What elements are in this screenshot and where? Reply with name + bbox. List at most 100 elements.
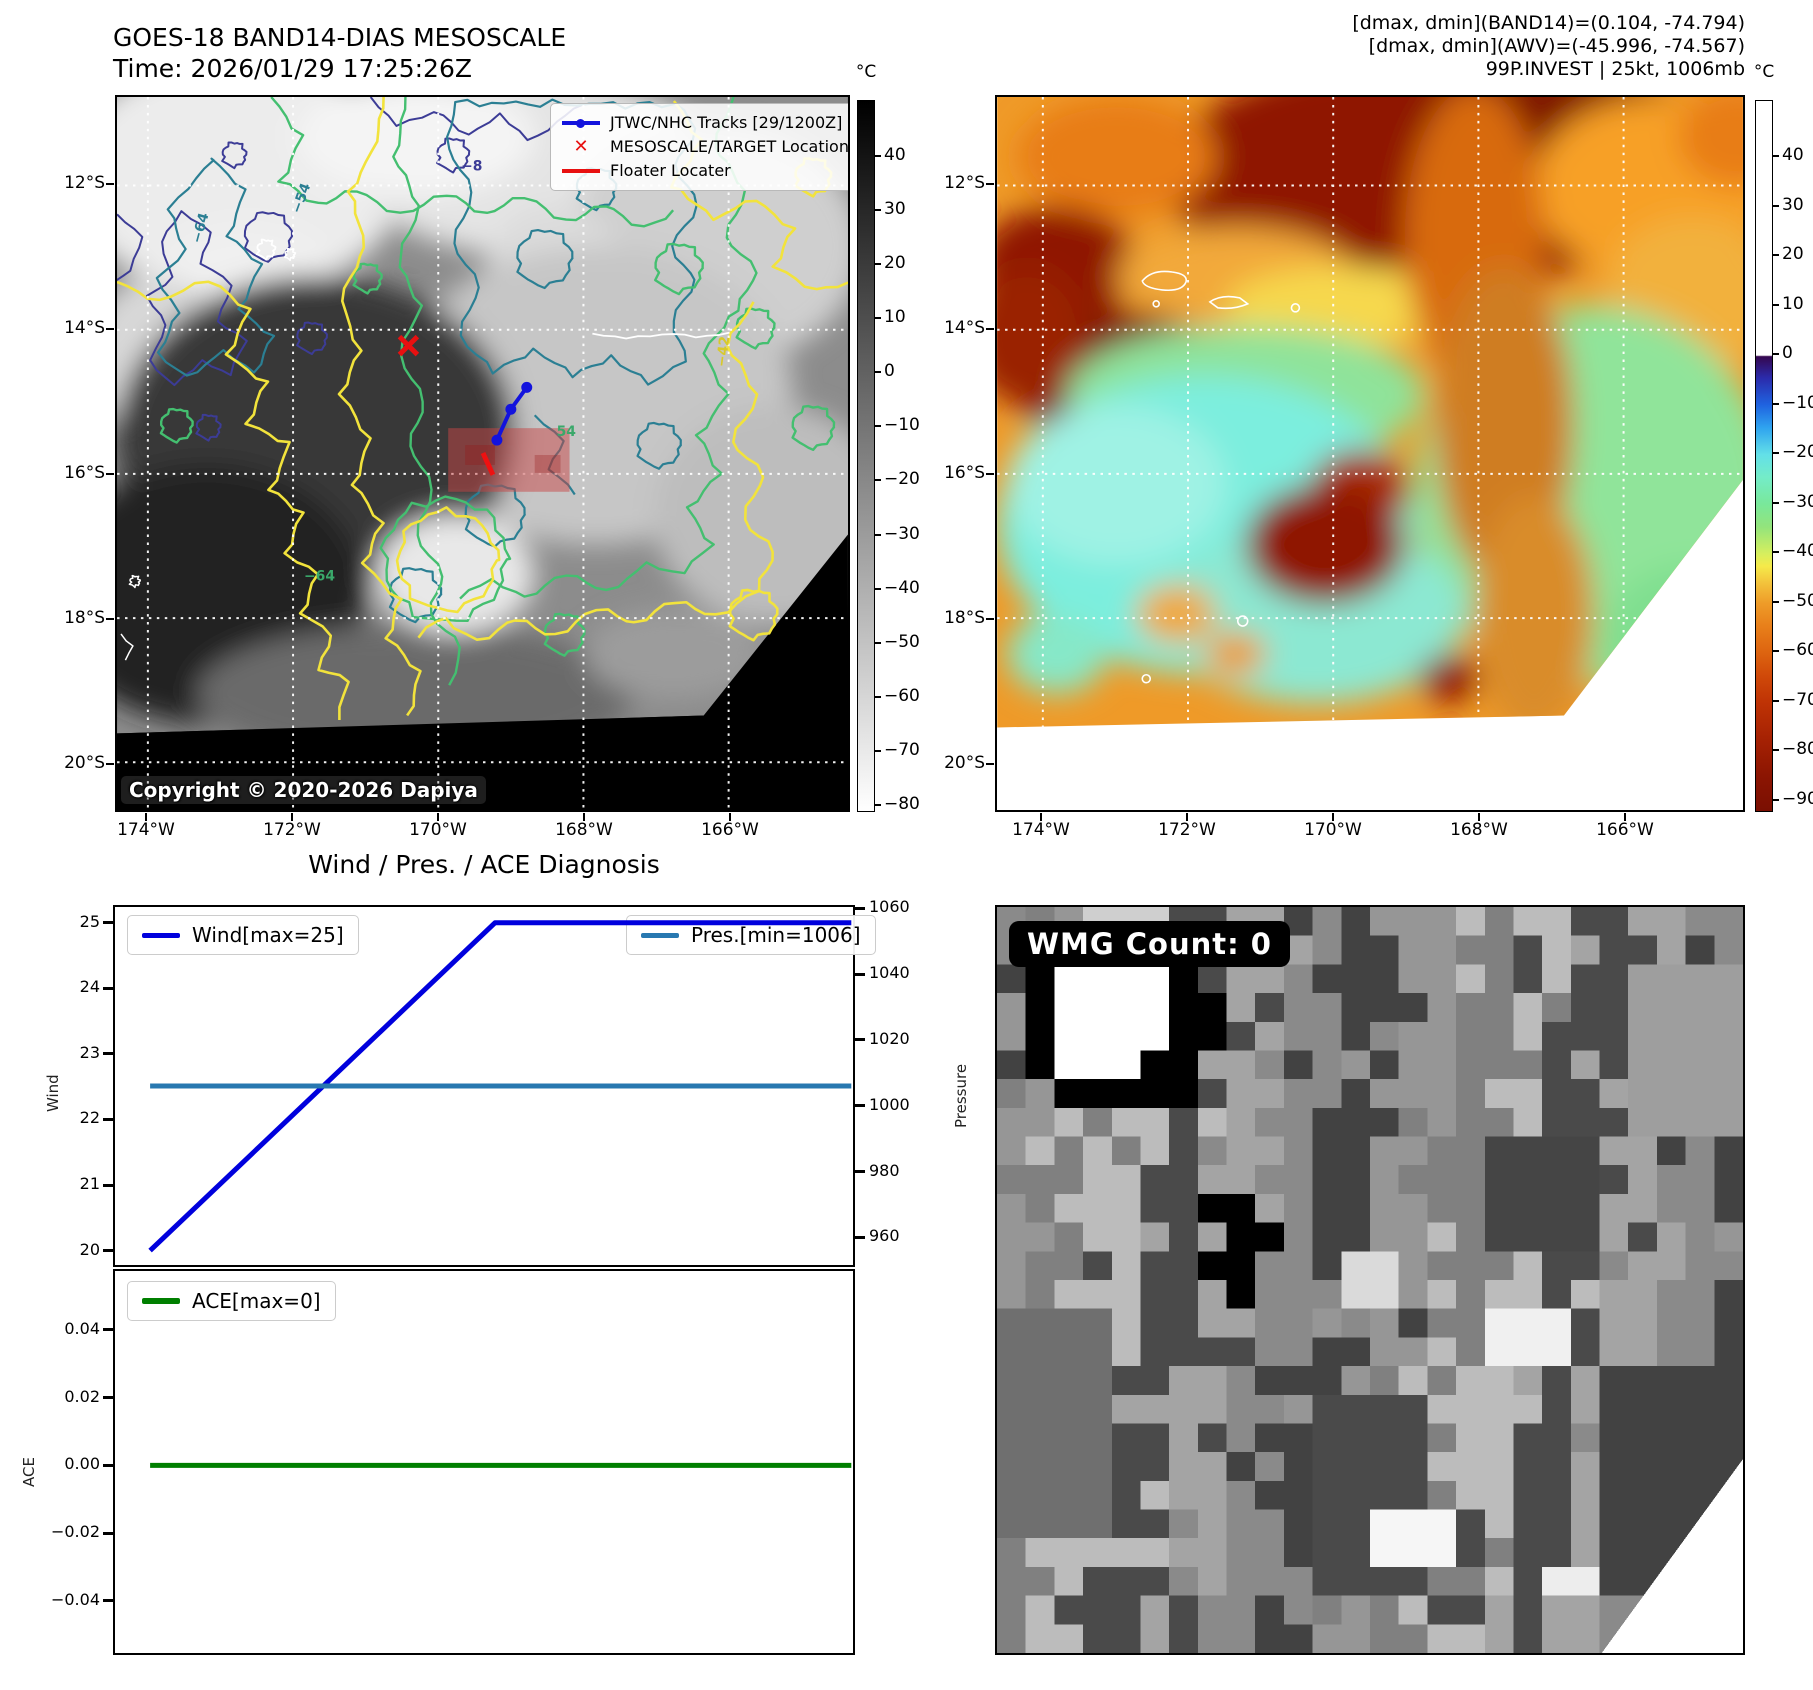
tick-mark: [875, 587, 881, 590]
colorbar-tick-label: −20: [1782, 442, 1813, 463]
tick-mark: [855, 1038, 865, 1042]
legend-tracks-label: JTWC/NHC Tracks [29/1200Z]: [610, 113, 843, 132]
tick-mark: [437, 813, 439, 821]
y-tick-label: 960: [869, 1226, 900, 1246]
tick-mark: [1773, 699, 1779, 702]
wmg-count-badge: WMG Count: 0: [1009, 921, 1290, 967]
y-tick-label: 12°S: [64, 173, 105, 193]
tick-mark: [855, 906, 865, 910]
colorbar-tick-label: −60: [884, 685, 920, 706]
colorbar-tick-label: −60: [1782, 640, 1813, 661]
y-tick-label: 16°S: [944, 463, 985, 483]
y-tick-label: 14°S: [944, 318, 985, 338]
target-x-icon: ✕: [573, 136, 589, 157]
tick-mark: [875, 155, 881, 157]
tick-mark: [1773, 402, 1779, 405]
wind-pressure-plot-lines: [148, 920, 852, 1253]
tick-mark: [106, 473, 114, 475]
colorbar-tick-label: −40: [1782, 541, 1813, 562]
x-tick-label: 168°W: [1450, 820, 1508, 840]
track-and-target-markers: [397, 334, 570, 492]
tick-mark: [1773, 600, 1779, 603]
y-tick-label: 1040: [869, 963, 910, 983]
tick-mark: [1773, 650, 1779, 653]
x-tick-label: 166°W: [701, 820, 759, 840]
legend-target-label: MESOSCALE/TARGET Location: [610, 137, 849, 156]
y-tick-label: 16°S: [64, 463, 105, 483]
colorbar-tick-label: 30: [1782, 194, 1804, 215]
tick-mark: [875, 479, 881, 482]
tick-mark: [855, 1104, 865, 1108]
colorbar-tick-label: 10: [1782, 293, 1804, 314]
colorbar-tick-label: 0: [1782, 343, 1793, 364]
tick-mark: [106, 183, 114, 185]
y-tick-label: 20: [79, 1239, 100, 1259]
floater-line-icon: [561, 169, 601, 173]
tick-mark: [103, 1328, 113, 1332]
left-colorbar-unit: °C: [855, 62, 877, 82]
island-outlines: [1141, 270, 1301, 684]
right-colorbar: [1755, 100, 1773, 812]
tick-mark: [986, 473, 994, 475]
contour-label: −8: [461, 159, 482, 175]
copyright-text: Copyright © 2020-2026 Dapiya: [121, 776, 486, 804]
contour-label: −42: [714, 335, 734, 368]
tick-mark: [1773, 799, 1779, 802]
wind-axis-label: Wind: [44, 1074, 62, 1112]
x-tick-label: 172°W: [263, 820, 321, 840]
x-tick-label: 166°W: [1596, 820, 1654, 840]
map-legend: JTWC/NHC Tracks [29/1200Z] ✕ MESOSCALE/T…: [550, 103, 849, 191]
y-tick-label: 12°S: [944, 173, 985, 193]
tick-mark: [103, 1052, 113, 1056]
x-tick-label: 170°W: [1304, 820, 1362, 840]
x-tick-label: 172°W: [1158, 820, 1216, 840]
tick-mark: [875, 317, 881, 320]
y-tick-label: 980: [869, 1160, 900, 1180]
y-tick-label: 24: [79, 977, 100, 997]
y-tick-label: −0.04: [50, 1589, 100, 1609]
tick-mark: [875, 695, 881, 698]
y-tick-label: 0.02: [64, 1386, 100, 1406]
wmg-panel: WMG Count: 0: [995, 905, 1745, 1655]
y-tick-label: 25: [79, 911, 100, 931]
x-tick-label: 174°W: [117, 820, 175, 840]
contour-label: −64: [189, 211, 213, 245]
wind-legend: Wind[max=25]: [127, 915, 359, 955]
y-tick-label: 22: [79, 1108, 100, 1128]
pressure-line-swatch: [641, 932, 679, 938]
tick-mark: [855, 1170, 865, 1174]
tick-mark: [103, 1183, 113, 1187]
tick-mark: [103, 1396, 113, 1400]
tick-mark: [103, 921, 113, 925]
colorbar-tick-label: −40: [884, 577, 920, 598]
tick-mark: [1773, 204, 1779, 207]
tick-mark: [291, 813, 293, 821]
chart-title: Wind / Pres. / ACE Diagnosis: [308, 850, 660, 879]
tick-mark: [583, 813, 585, 821]
tick-mark: [729, 813, 731, 821]
tick-mark: [875, 209, 881, 212]
tick-mark: [106, 328, 114, 330]
tick-mark: [1773, 353, 1779, 356]
tick-mark: [875, 425, 881, 428]
header-dmax-band14: [dmax, dmin](BAND14)=(0.104, -74.794): [1352, 12, 1745, 34]
colorbar-tick-label: −90: [1782, 789, 1813, 810]
ace-line-swatch: [142, 1298, 180, 1304]
y-tick-label: 23: [79, 1042, 100, 1062]
colorbar-tick-label: −10: [884, 415, 920, 436]
colorbar-tick-label: −10: [1782, 392, 1813, 413]
y-tick-label: 20°S: [944, 753, 985, 773]
colorbar-tick-label: 30: [884, 199, 906, 220]
tick-mark: [1773, 501, 1779, 504]
tick-mark: [1773, 303, 1779, 306]
right-map-image: [997, 97, 1743, 728]
ace-chart: [113, 1269, 855, 1655]
tick-mark: [103, 1531, 113, 1535]
y-tick-label: 1000: [869, 1094, 910, 1114]
y-tick-label: −0.02: [50, 1522, 100, 1542]
tick-mark: [1040, 813, 1042, 821]
ace-legend: ACE[max=0]: [127, 1281, 336, 1321]
colorbar-tick-label: 40: [1782, 145, 1804, 165]
tick-mark: [986, 618, 994, 620]
contour-label: 54: [557, 424, 577, 440]
